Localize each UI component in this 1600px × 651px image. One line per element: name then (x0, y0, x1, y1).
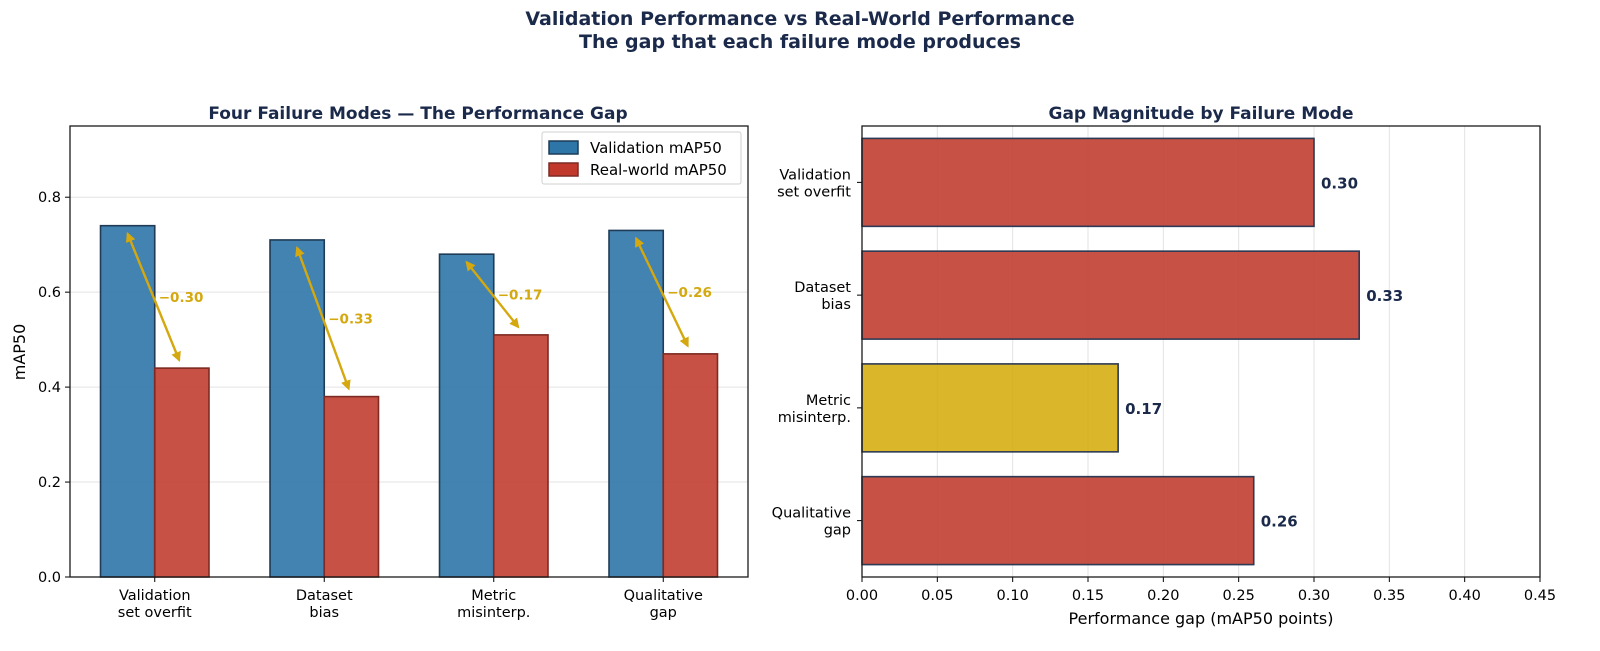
gap-value-label: 0.17 (1125, 400, 1162, 418)
right-plot-frame (861, 125, 1541, 578)
right-x-tick-label: 0.40 (1449, 588, 1481, 604)
left-chart-title: Four Failure Modes — The Performance Gap (208, 104, 627, 124)
left-y-tick-label: 0.4 (38, 380, 61, 396)
legend-frame (541, 131, 742, 185)
right-chart-title: Gap Magnitude by Failure Mode (1049, 104, 1354, 124)
bar-validation (608, 229, 665, 578)
gap-bar (861, 250, 1361, 340)
figure-title-line-1: Validation Performance vs Real-World Per… (525, 8, 1075, 30)
legend-label-validation: Validation mAP50 (590, 139, 722, 157)
right-y-tick-label: misinterp. (778, 410, 851, 426)
left-chart-gap-arrows: −0.30 −0.33 −0.17 −0.26 (126, 231, 712, 391)
left-chart-bars (99, 224, 719, 578)
left-x-tick-label: Dataset (296, 588, 353, 604)
right-x-tick-label: 0.25 (1223, 588, 1255, 604)
right-y-tick-label: set overfit (777, 184, 851, 200)
gap-arrow (295, 246, 351, 391)
right-x-tick-label: 0.35 (1373, 588, 1405, 604)
left-chart-panel: Four Failure Modes — The Performance Gap… (10, 104, 749, 621)
left-x-tick-label: Qualitative (624, 588, 703, 604)
right-y-tick-label: Qualitative (772, 506, 851, 522)
left-x-tick-label: misinterp. (457, 605, 530, 621)
left-chart-legend: Validation mAP50 Real-world mAP50 (541, 131, 742, 185)
left-x-tick-label: set overfit (118, 605, 192, 621)
right-x-tick-label: 0.05 (921, 588, 953, 604)
right-y-tick-label: Dataset (794, 280, 851, 296)
bar-real-world (492, 334, 549, 578)
left-x-tick-label: gap (650, 605, 677, 621)
left-y-tick-label: 0.0 (38, 570, 61, 586)
figure-title-line-2: The gap that each failure mode produces (579, 31, 1021, 53)
left-x-tick-label: bias (309, 605, 339, 621)
right-x-tick-label: 0.45 (1524, 588, 1556, 604)
gap-bar (861, 475, 1255, 566)
right-chart-x-axis-label: Performance gap (mAP50 points) (1069, 609, 1334, 628)
left-chart-y-axis-label: mAP50 (10, 324, 29, 381)
left-x-tick-label: Metric (471, 588, 516, 604)
right-chart-bars: 0.30 0.33 0.17 0.26 (861, 137, 1403, 566)
gap-value-label: 0.33 (1366, 287, 1403, 305)
gap-value-label: 0.26 (1261, 513, 1298, 531)
right-x-tick-label: 0.20 (1147, 588, 1179, 604)
bar-real-world (323, 395, 380, 578)
left-x-tick-label: Validation (119, 588, 191, 604)
gap-bar (861, 363, 1119, 453)
left-plot-frame (69, 125, 749, 578)
left-y-tick-label: 0.8 (38, 190, 61, 206)
right-y-tick-label: gap (824, 523, 851, 539)
gap-label: −0.17 (498, 288, 543, 304)
left-y-tick-label: 0.2 (38, 475, 61, 491)
gap-label: −0.30 (159, 290, 204, 306)
right-x-tick-label: 0.15 (1072, 588, 1104, 604)
gap-arrow (126, 231, 181, 362)
bar-real-world (662, 353, 719, 578)
bar-real-world (153, 367, 210, 578)
right-y-tick-label: bias (821, 297, 851, 313)
gap-value-label: 0.30 (1321, 174, 1358, 192)
right-chart-panel: Gap Magnitude by Failure Mode 0.300.330.… (772, 104, 1556, 628)
gap-label: −0.26 (667, 285, 712, 301)
bar-validation (438, 253, 495, 578)
gap-label: −0.33 (328, 311, 373, 327)
legend-label-real-world: Real-world mAP50 (590, 161, 727, 179)
right-x-tick-label: 0.10 (997, 588, 1029, 604)
bar-validation (269, 239, 326, 578)
figure-title: Validation Performance vs Real-World Per… (0, 8, 1600, 54)
right-chart-axes: 0.00 0.05 0.10 0.15 0.20 0.25 0.30 0.35 0.40 0.45… (772, 125, 1556, 604)
gap-arrow (635, 236, 689, 348)
left-y-tick-label: 0.6 (38, 285, 61, 301)
right-x-tick-label: 0.30 (1298, 588, 1330, 604)
legend-swatch-real-world (548, 162, 579, 177)
right-y-tick-label: Validation (779, 167, 851, 183)
right-y-tick-label: Metric (806, 393, 851, 409)
gap-bar (861, 137, 1315, 228)
right-x-tick-label: 0.00 (846, 588, 878, 604)
legend-swatch-validation (548, 140, 579, 155)
gap-arrow (465, 260, 520, 329)
